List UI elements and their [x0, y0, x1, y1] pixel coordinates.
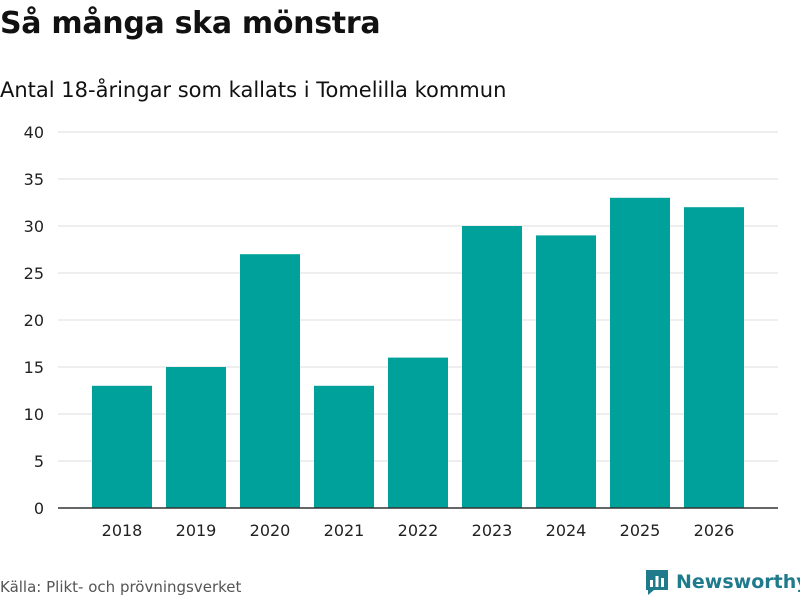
chart-subtitle: Antal 18-åringar som kallats i Tomelilla… — [0, 78, 507, 102]
bar-2026[interactable] — [684, 207, 744, 508]
newsworthy-logo-icon — [646, 570, 668, 595]
brand-name: Newsworthy — [676, 571, 800, 593]
x-tick-label-2019: 2019 — [176, 521, 217, 540]
y-tick-label-10: 10 — [24, 405, 44, 424]
y-tick-label-5: 5 — [34, 452, 44, 471]
y-tick-label-0: 0 — [34, 499, 44, 518]
chart-title: Så många ska mönstra — [0, 6, 381, 41]
x-tick-label-2025: 2025 — [620, 521, 661, 540]
bar-2025[interactable] — [610, 197, 670, 509]
x-tick-label-2021: 2021 — [324, 521, 365, 540]
brand-logo[interactable]: Newsworthy — [644, 568, 800, 596]
y-tick-label-15: 15 — [24, 358, 44, 377]
bars — [92, 197, 744, 509]
bar-2023[interactable] — [462, 226, 522, 508]
source-note: Källa: Plikt- och prövningsverket — [0, 578, 242, 596]
x-tick-label-2018: 2018 — [102, 521, 143, 540]
y-tick-label-25: 25 — [24, 264, 44, 283]
bar-2021[interactable] — [314, 385, 374, 508]
x-tick-label-2023: 2023 — [472, 521, 513, 540]
x-tick-label-2020: 2020 — [250, 521, 291, 540]
y-tick-label-35: 35 — [24, 170, 44, 189]
x-tick-labels: 2018 2019 2020 2021 2022 2023 2024 2025 2026 — [102, 521, 735, 540]
bar-2024[interactable] — [536, 235, 596, 508]
bar-2018[interactable] — [92, 385, 152, 508]
bar-2020[interactable] — [240, 254, 300, 508]
y-tick-labels: 0 5 10 15 20 25 30 35 40 — [24, 123, 44, 518]
bar-2019[interactable] — [166, 367, 226, 508]
x-tick-label-2022: 2022 — [398, 521, 439, 540]
y-tick-label-30: 30 — [24, 217, 44, 236]
x-tick-label-2024: 2024 — [546, 521, 587, 540]
x-tick-label-2026: 2026 — [694, 521, 735, 540]
y-tick-label-20: 20 — [24, 311, 44, 330]
y-tick-label-40: 40 — [24, 123, 44, 142]
bar-2022[interactable] — [388, 357, 448, 508]
